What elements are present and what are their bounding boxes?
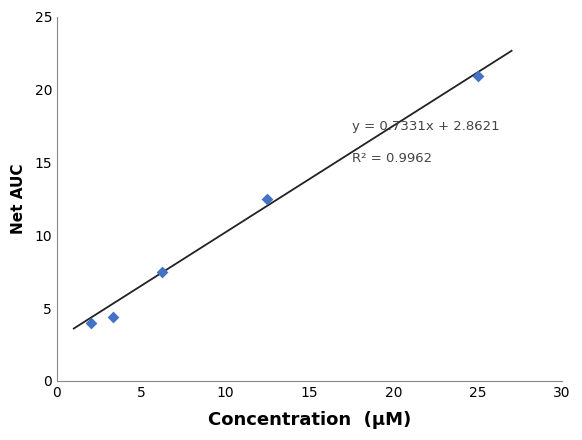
Point: [473, 73, 482, 80]
Point: [108, 313, 117, 320]
X-axis label: Concentration  (μM): Concentration (μM): [208, 411, 411, 429]
Text: R² = 0.9962: R² = 0.9962: [352, 152, 432, 165]
Point: [263, 195, 272, 202]
Point: [158, 268, 167, 275]
Y-axis label: Net AUC: Net AUC: [11, 164, 26, 234]
Text: y = 0.7331x + 2.8621: y = 0.7331x + 2.8621: [352, 120, 499, 133]
Point: [86, 319, 95, 326]
